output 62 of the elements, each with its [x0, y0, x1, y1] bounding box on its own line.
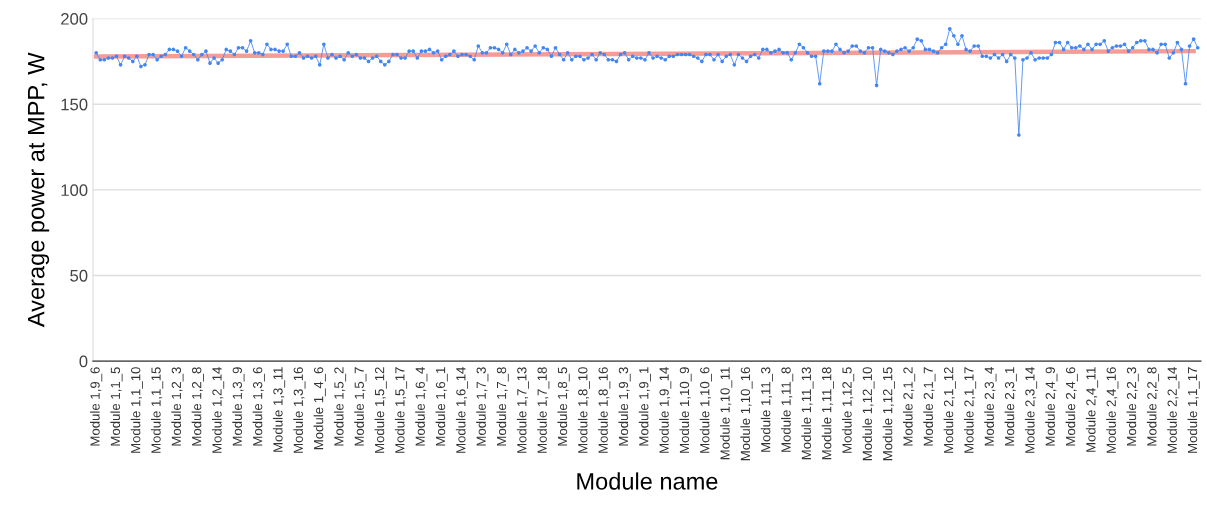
x-tick-label: Module 1,9_3 — [618, 367, 631, 446]
x-axis-title: Module name — [577, 472, 718, 490]
x-tick-label: Module 1,7_18 — [537, 367, 550, 453]
x-tick-label: Module 1,11_13 — [801, 367, 814, 460]
x-tick-label: Module 1,12_15 — [882, 367, 895, 461]
y-tick-label: 0 — [79, 355, 88, 368]
x-tick-label: Module 1,5_12 — [374, 367, 387, 453]
x-tick-label: Module 1,5_7 — [354, 367, 367, 446]
x-tick-label: Module 2,3_1 — [1004, 367, 1017, 446]
x-tick-label: Module 2,2_14 — [1167, 367, 1180, 453]
x-tick-label: Module 1,6_14 — [455, 367, 469, 453]
x-tick-label: Module 1,10_9 — [679, 367, 692, 453]
x-tick-label: Module 1,3_11 — [272, 367, 286, 452]
x-tick-label: Module 1,10_11 — [720, 367, 733, 460]
x-tick-label: Module 1,6_1 — [435, 367, 448, 446]
x-tick-label: Module 1,7_8 — [496, 367, 509, 446]
x-tick-label: Module 1,6_4 — [415, 367, 428, 446]
x-tick-label: Module 2,2_8 — [1146, 367, 1160, 446]
x-tick-label: Module 1,9_14 — [659, 367, 672, 453]
x-tick-label: Module 1,8_10 — [577, 367, 590, 453]
x-tick-label: Module 1,1_15 — [151, 367, 164, 453]
x-tick-label: Module 1,5_17 — [394, 367, 408, 453]
x-tick-label: Module 1,7_3 — [476, 367, 489, 446]
x-tick-label: Module 2,3_4 — [984, 367, 997, 446]
x-tick-label: Module 1_4_6 — [313, 367, 326, 450]
x-tick-label: Module 2,4_11 — [1085, 367, 1099, 452]
x-tick-label: Module 1,1_17 — [1187, 367, 1200, 453]
x-tick-label: Module 1,8_16 — [598, 367, 611, 453]
x-tick-label: Module 1,5_2 — [333, 367, 347, 446]
x-tick-label: Module 1,3_6 — [252, 367, 265, 446]
x-tick-label: Module 2,1_7 — [923, 367, 936, 446]
x-tick-label: Module 2,3_14 — [1024, 367, 1038, 453]
x-tick-label: Module 1,11_8 — [781, 367, 794, 452]
x-tick-label: Module 1,10_16 — [740, 367, 753, 461]
x-tick-label: Module 1,11_3 — [760, 367, 773, 452]
x-tick-label: Module 2,1_12 — [943, 367, 956, 453]
x-tick-label: Module 1,2_3 — [171, 367, 184, 446]
x-tick-label: Module 2,1_2 — [902, 367, 916, 446]
y-tick-label: 200 — [61, 12, 88, 25]
x-tick-label: Module 1,11_18 — [821, 367, 834, 460]
y-axis-title: Average power at MPP, W — [28, 52, 50, 328]
x-tick-label: Module 1,3_16 — [293, 367, 306, 453]
x-tick-label: Module 1,2_8 — [191, 367, 204, 446]
y-tick-label: 150 — [61, 98, 88, 111]
x-tick-label: Module 1,8_5 — [557, 367, 570, 446]
x-tick-label: Module 1,3_9 — [232, 367, 245, 446]
x-tick-label: Module 1,7_13 — [516, 367, 530, 453]
x-tick-label: Module 2,4_6 — [1065, 367, 1078, 446]
x-tick-label: Module 1,12_10 — [862, 367, 875, 461]
x-tick-label: Module 1,1_10 — [130, 367, 143, 453]
x-tick-label: Module 2,4_9 — [1045, 367, 1058, 446]
x-tick-label: Module 1,10_6 — [699, 367, 712, 453]
x-tick-label: Module 1,1_5 — [110, 367, 123, 446]
x-tick-label: Module 1,9_6 — [90, 367, 103, 446]
x-tick-label: Module 1,2_14 — [211, 367, 225, 453]
y-tick-label: 50 — [70, 269, 88, 282]
y-tick-label: 100 — [61, 184, 88, 197]
x-tick-label: Module 1,12_5 — [842, 367, 855, 453]
x-tick-label: Module 2,2_3 — [1126, 367, 1139, 446]
x-tick-label: Module 2,1_17 — [963, 367, 977, 453]
x-tick-label: Module 2,4_16 — [1106, 367, 1119, 453]
x-tick-label: Module 1,9_1 — [638, 367, 651, 446]
